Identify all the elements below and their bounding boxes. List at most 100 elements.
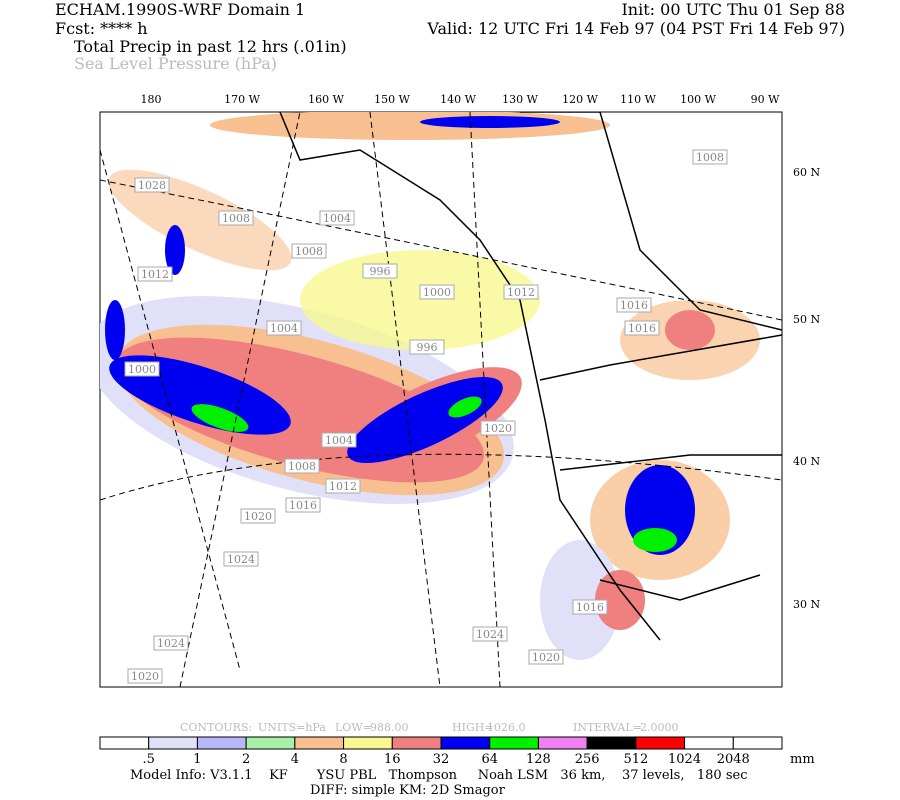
contour-label: 1008 bbox=[696, 151, 724, 164]
contour-label-box bbox=[325, 478, 361, 494]
lon-label: 130 W bbox=[502, 93, 538, 106]
contour-label: 1012 bbox=[329, 480, 357, 493]
contour-label: 1012 bbox=[507, 286, 535, 299]
contour-label-box bbox=[266, 320, 302, 336]
lon-label: 180 bbox=[141, 93, 162, 106]
colorbar: .5 1 2 4 8 16 32 64 128 256 512 1024 2048 mm bbox=[99, 736, 815, 767]
map bbox=[99, 111, 783, 688]
colorbar-label: .5 bbox=[143, 752, 155, 767]
contour-label-box bbox=[218, 210, 254, 226]
colorbar-swatch bbox=[586, 736, 637, 750]
contour-label-box bbox=[291, 243, 327, 259]
forecast: Fcst: **** h bbox=[55, 19, 148, 38]
contour-label-box bbox=[503, 284, 539, 300]
colorbar-label: 2048 bbox=[717, 752, 750, 767]
valid-time: Valid: 12 UTC Fri 14 Feb 97 (04 PST Fri … bbox=[426, 19, 845, 38]
colorbar-label: 16 bbox=[384, 752, 401, 767]
init-time: Init: 00 UTC Thu 01 Sep 88 bbox=[621, 0, 845, 19]
contour-label-box bbox=[284, 458, 320, 474]
contour-label: 1020 bbox=[484, 422, 512, 435]
contour-label-box bbox=[124, 361, 160, 377]
colorbar-swatch bbox=[196, 736, 247, 750]
contour-label-box bbox=[419, 284, 455, 300]
contour-label-box bbox=[240, 508, 276, 524]
contour-label-box bbox=[362, 263, 398, 279]
colorbar-unit: mm bbox=[790, 752, 815, 767]
lat-label: 40 N bbox=[793, 455, 820, 468]
contour-label: 1008 bbox=[288, 460, 316, 473]
colorbar-label: 1024 bbox=[668, 752, 701, 767]
contour-info-item: 1026.0 bbox=[487, 721, 526, 734]
contour-label: 1024 bbox=[227, 553, 255, 566]
contour-label: 1004 bbox=[325, 434, 353, 447]
contour-label: 1012 bbox=[141, 268, 169, 281]
colorbar-swatch bbox=[684, 736, 734, 750]
contour-info-item: LOW= bbox=[335, 721, 372, 734]
contour-label: 1004 bbox=[270, 322, 298, 335]
colorbar-swatch bbox=[440, 736, 491, 750]
contour-label-box bbox=[223, 551, 259, 567]
contour-label-box bbox=[472, 626, 508, 642]
contour-label: 1028 bbox=[138, 179, 166, 192]
contour-label: 1000 bbox=[128, 363, 156, 376]
contour-label-box bbox=[616, 297, 652, 313]
contour-info: CONTOURS: UNITS=hPa LOW=988.00 HIGH=1026.0 I… bbox=[180, 721, 679, 734]
lon-label: 150 W bbox=[374, 93, 410, 106]
colorbar-swatch bbox=[732, 736, 783, 750]
colorbar-swatch bbox=[99, 736, 150, 750]
colorbar-label: 256 bbox=[575, 752, 600, 767]
contour-label: 996 bbox=[370, 265, 391, 278]
colorbar-swatch bbox=[245, 736, 296, 750]
lat-label: 50 N bbox=[793, 313, 820, 326]
colorbar-label: 1 bbox=[193, 752, 201, 767]
colorbar-swatch bbox=[294, 736, 345, 750]
colorbar-label: 32 bbox=[433, 752, 450, 767]
lon-label: 110 W bbox=[620, 93, 656, 106]
contour-label: 996 bbox=[417, 341, 438, 354]
contour-label: 1024 bbox=[476, 628, 504, 641]
contour-label-box bbox=[137, 266, 173, 282]
lat-label: 30 N bbox=[793, 598, 820, 611]
title: ECHAM.1990S-WRF Domain 1 bbox=[55, 0, 305, 19]
colorbar-label: 128 bbox=[526, 752, 551, 767]
contour-info-item: INTERVAL= bbox=[573, 721, 642, 734]
colorbar-swatch bbox=[391, 736, 442, 750]
model-info: Model Info: V3.1.1 KF YSU PBL Thompson N… bbox=[130, 768, 747, 783]
contour-label-box bbox=[153, 635, 189, 651]
contour-label-box bbox=[572, 599, 608, 615]
contour-label: 1020 bbox=[532, 651, 560, 664]
contour-label: 1016 bbox=[289, 499, 317, 512]
colorbar-swatch bbox=[537, 736, 588, 750]
contour-label-box bbox=[624, 320, 660, 336]
contour-info-item: CONTOURS: bbox=[180, 721, 252, 734]
contour-label-box bbox=[285, 497, 321, 513]
lat-label: 60 N bbox=[793, 166, 820, 179]
contour-label: 1016 bbox=[620, 299, 648, 312]
colorbar-swatch bbox=[635, 736, 686, 750]
colorbar-label: 512 bbox=[623, 752, 648, 767]
lon-label: 160 W bbox=[308, 93, 344, 106]
contour-label: 1020 bbox=[131, 670, 159, 683]
lon-label: 140 W bbox=[440, 93, 476, 106]
contour-info-item: UNITS=hPa bbox=[258, 721, 326, 734]
contour-label: 1004 bbox=[323, 212, 351, 225]
lon-label: 170 W bbox=[224, 93, 260, 106]
contour-label: 1020 bbox=[244, 510, 272, 523]
contour-label: 1016 bbox=[628, 322, 656, 335]
lon-label: 100 W bbox=[680, 93, 716, 106]
contour-label: 1024 bbox=[157, 637, 185, 650]
colorbar-label: 2 bbox=[242, 752, 250, 767]
colorbar-swatch bbox=[148, 736, 198, 750]
colorbar-swatch bbox=[343, 736, 393, 750]
contour-label-box bbox=[409, 339, 445, 355]
contour-label: 1016 bbox=[576, 601, 604, 614]
contour-info-item: 2.0000 bbox=[640, 721, 679, 734]
field-name: Total Precip in past 12 hrs (.01in) bbox=[74, 37, 347, 56]
contour-label-box bbox=[134, 177, 170, 193]
contour-label-box bbox=[480, 420, 516, 436]
contour-label: 1008 bbox=[222, 212, 250, 225]
contour-label: 1000 bbox=[423, 286, 451, 299]
contour-label-box bbox=[692, 149, 728, 165]
contour-label-box bbox=[321, 432, 357, 448]
